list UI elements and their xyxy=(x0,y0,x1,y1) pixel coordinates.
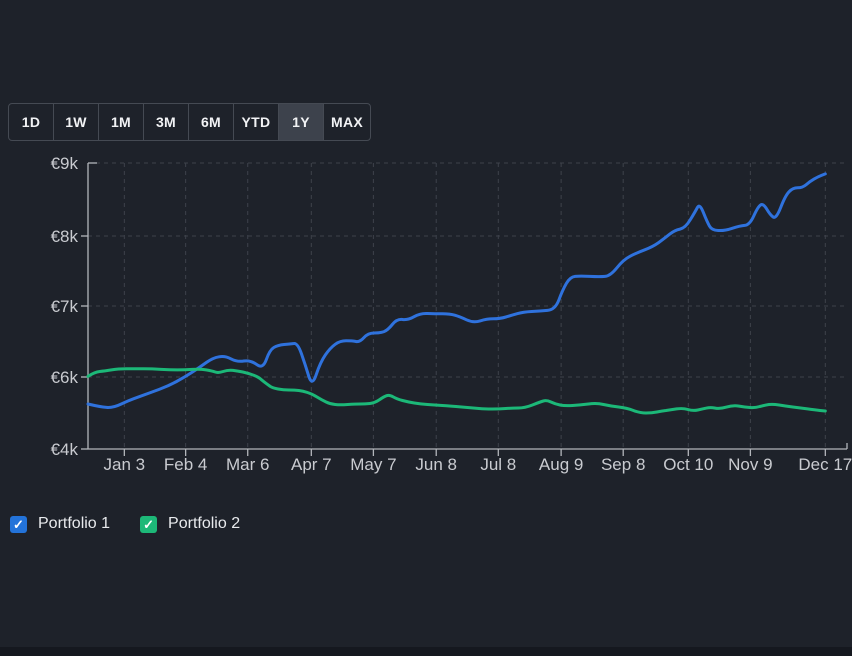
checkbox-checked-icon[interactable]: ✓ xyxy=(10,515,27,533)
time-range-selector: 1D 1W 1M 3M 6M YTD 1Y MAX xyxy=(8,103,372,141)
x-tick-label: Mar 6 xyxy=(226,455,269,474)
x-tick-label: Oct 10 xyxy=(663,455,713,474)
range-button-3m[interactable]: 3M xyxy=(144,104,189,140)
range-button-6m[interactable]: 6M xyxy=(189,104,234,140)
range-button-1m[interactable]: 1M xyxy=(99,104,144,140)
x-tick-label: Apr 7 xyxy=(291,455,332,474)
portfolio-1-line xyxy=(86,172,827,409)
y-tick-label: €8k xyxy=(51,227,79,246)
y-tick-label: €9k xyxy=(51,154,79,173)
x-tick-label: Sep 8 xyxy=(601,455,645,474)
checkbox-checked-icon[interactable]: ✓ xyxy=(140,515,158,533)
range-button-1y[interactable]: 1Y xyxy=(279,104,324,140)
x-tick-label: Jun 8 xyxy=(415,455,457,474)
performance-chart[interactable]: €9k €8k €7k €6k €4k Jan 3 Feb 4 Mar 6 Apr 7 May 7… xyxy=(0,0,852,500)
y-tick-label: €4k xyxy=(51,440,79,459)
x-tick-label: Dec 17 xyxy=(798,455,852,474)
range-button-ytd[interactable]: YTD xyxy=(234,104,279,140)
chart-legend: ✓ Portfolio 1 ✓ Portfolio 2 xyxy=(10,515,240,533)
bottom-bar xyxy=(0,647,852,656)
x-tick-label: Nov 9 xyxy=(728,455,772,474)
x-tick-label: Jul 8 xyxy=(480,455,516,474)
legend-label: Portfolio 2 xyxy=(168,515,241,532)
range-button-1d[interactable]: 1D xyxy=(9,104,54,140)
range-button-1w[interactable]: 1W xyxy=(54,104,99,140)
x-tick-label: May 7 xyxy=(350,455,396,474)
legend-item-portfolio-2[interactable]: ✓ Portfolio 2 xyxy=(140,515,240,533)
portfolio-2-line xyxy=(86,367,827,415)
legend-item-portfolio-1[interactable]: ✓ Portfolio 1 xyxy=(10,515,110,533)
y-tick-label: €6k xyxy=(51,368,79,387)
legend-label: Portfolio 1 xyxy=(38,515,111,532)
y-tick-label: €7k xyxy=(51,297,79,316)
range-button-max[interactable]: MAX xyxy=(324,104,370,140)
x-tick-label: Jan 3 xyxy=(104,455,146,474)
x-tick-label: Feb 4 xyxy=(164,455,207,474)
x-tick-label: Aug 9 xyxy=(539,455,583,474)
